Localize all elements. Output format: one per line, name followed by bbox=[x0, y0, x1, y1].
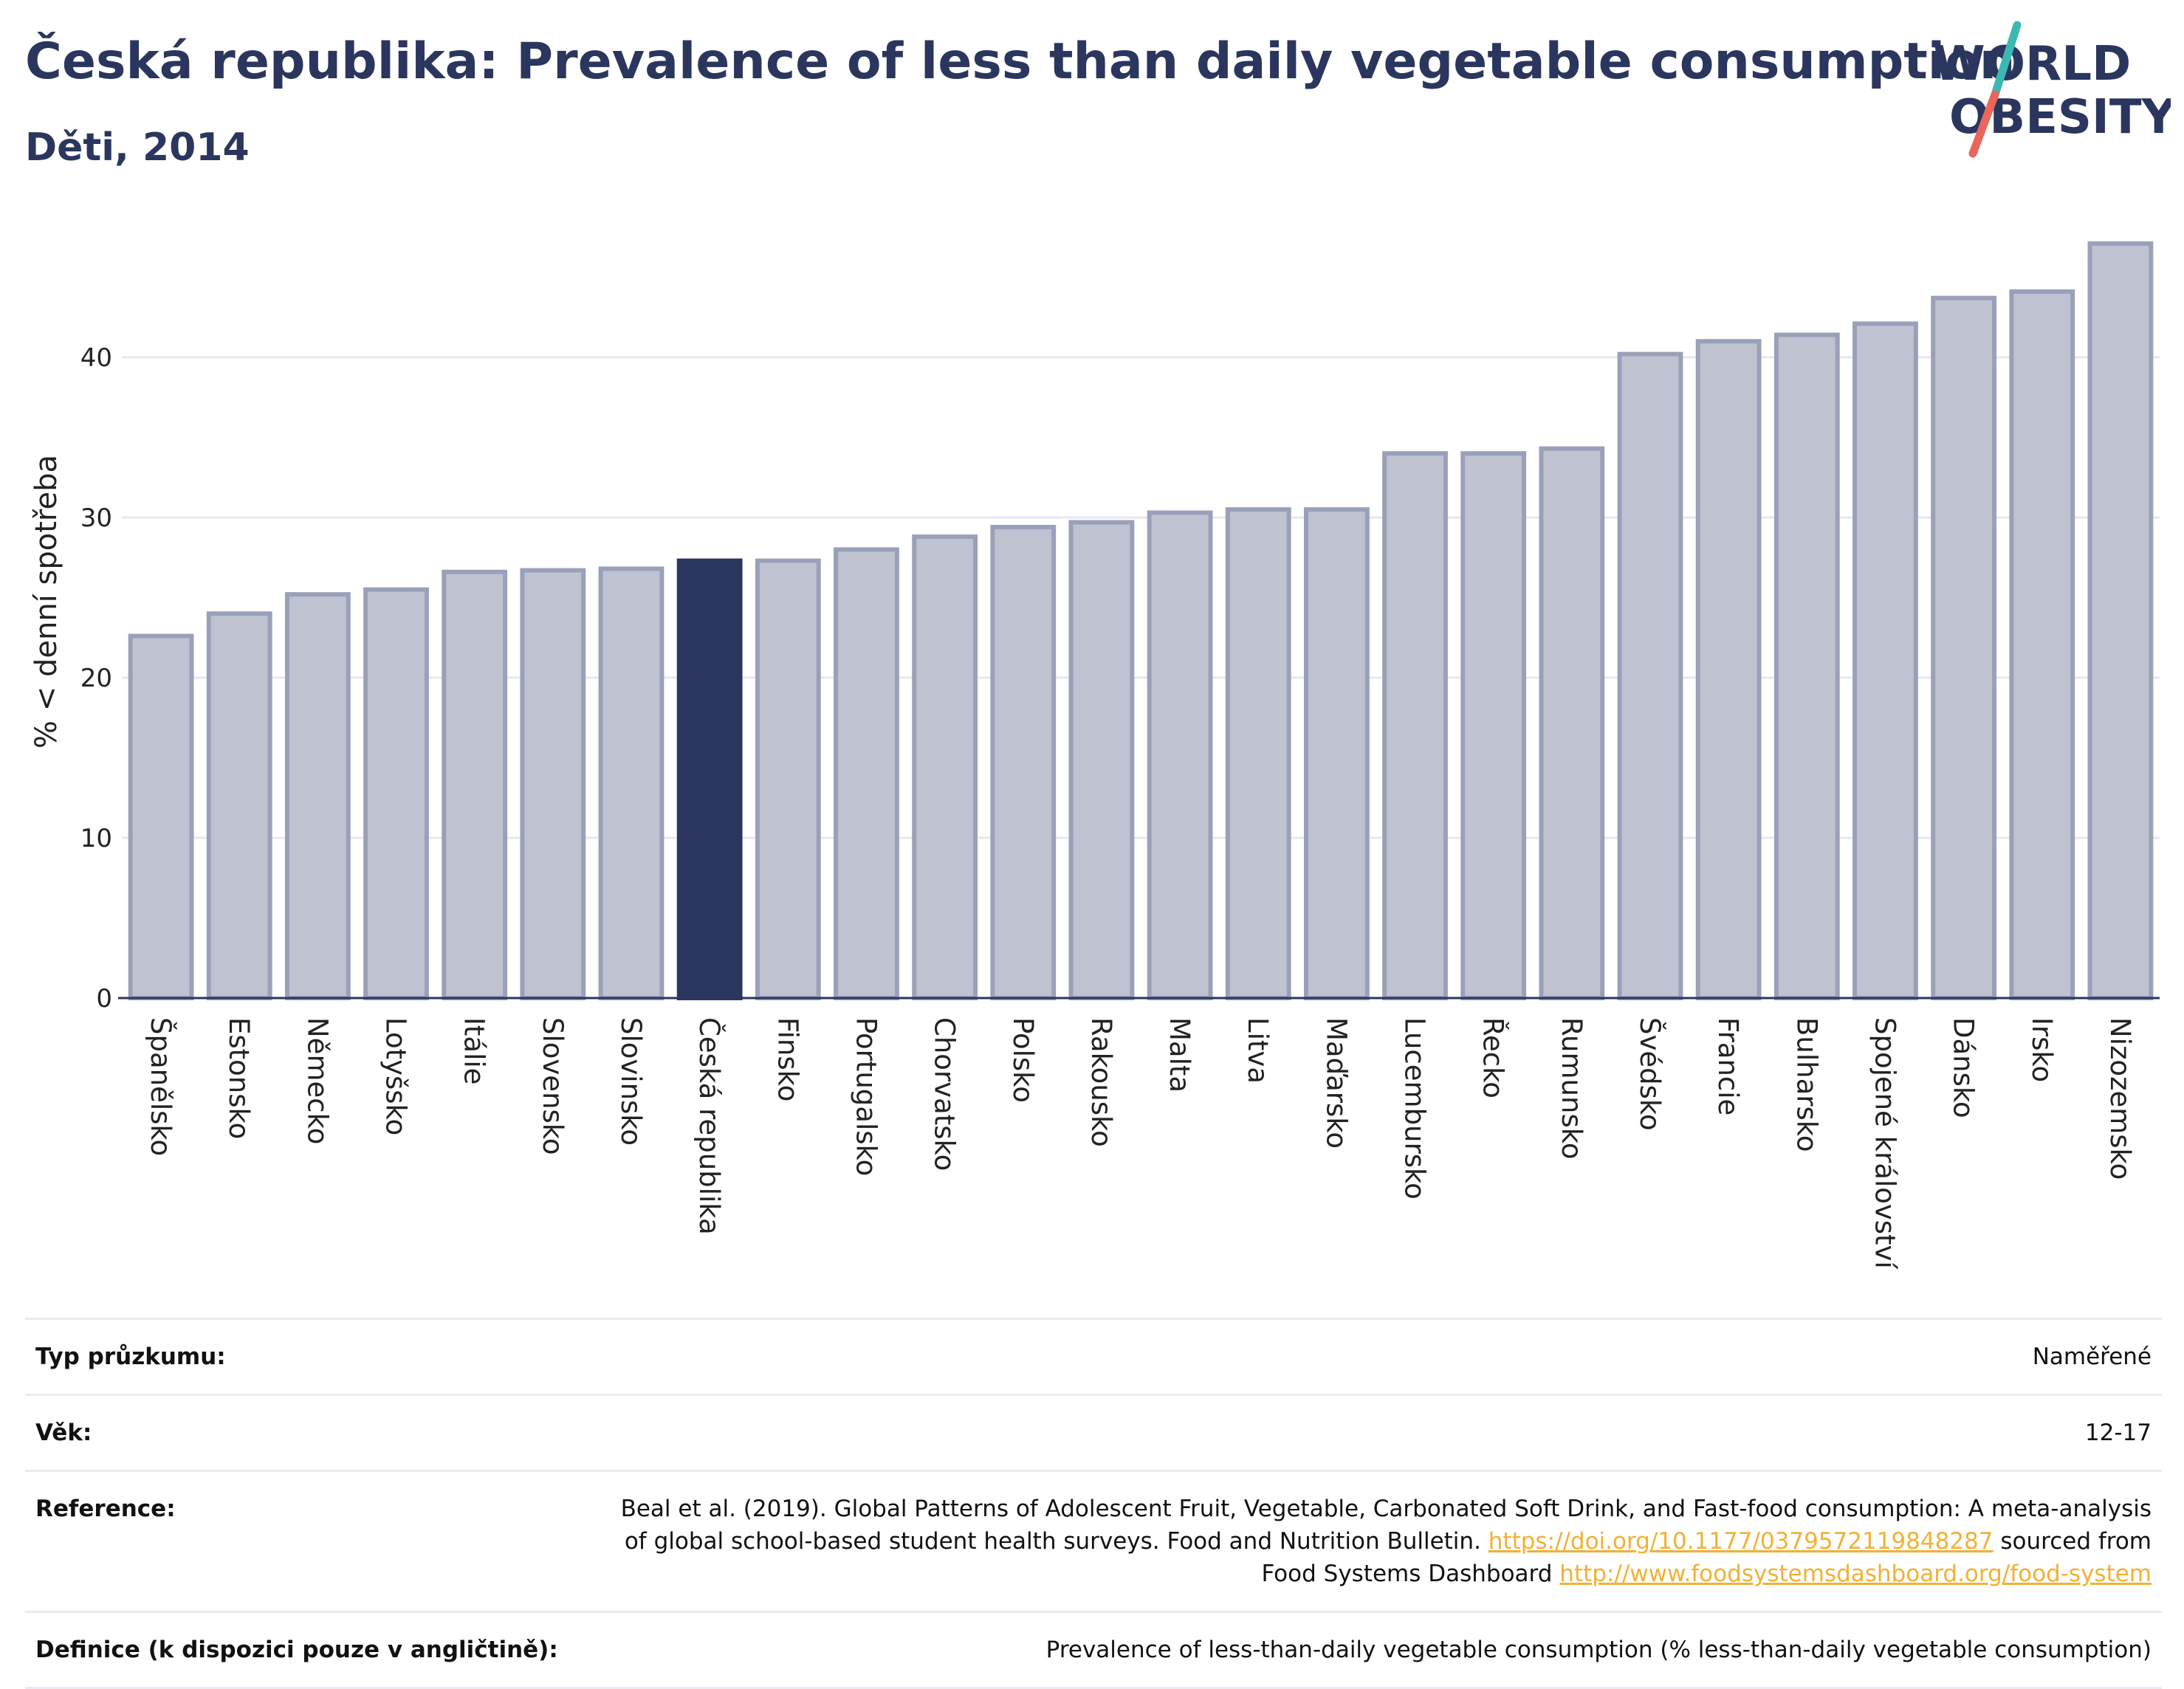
bar bbox=[520, 568, 586, 1000]
y-tick-label: 30 bbox=[80, 503, 112, 533]
x-tick-label: Španělsko bbox=[145, 1017, 177, 1156]
logo-line1: WORLD bbox=[1933, 37, 2131, 92]
x-tick-label: Rumunsko bbox=[1556, 1017, 1587, 1159]
meta-value: 12-17 bbox=[607, 1394, 2162, 1472]
x-axis-ticks: Španělsko Estonsko Německo Lotyšsko Itálie Sl… bbox=[145, 1017, 2136, 1270]
x-tick-label: Nizozemsko bbox=[2104, 1017, 2136, 1180]
bar bbox=[1225, 507, 1291, 1000]
x-tick-label: Irsko bbox=[2026, 1017, 2058, 1082]
x-tick-label: Francie bbox=[1712, 1017, 1744, 1115]
doi-link[interactable]: https://doi.org/10.1177/0379572119848287 bbox=[1488, 1528, 1994, 1555]
bar bbox=[1695, 339, 1762, 1000]
meta-row-definition: Definice (k dispozici pouze v angličtině… bbox=[25, 1611, 2162, 1689]
x-tick-label: Spojené království bbox=[1869, 1017, 1900, 1270]
reference-mid: sourced from Food Systems Dashboard bbox=[1261, 1528, 2152, 1587]
y-tick-label: 0 bbox=[96, 984, 112, 1014]
meta-row-reference: Reference: Beal et al. (2019). Global Pa… bbox=[25, 1470, 2162, 1613]
x-tick-label: Rakousko bbox=[1085, 1017, 1117, 1147]
bar-chart: 0 10 20 30 40 Španělsko Estonsko Německo Lotyšs… bbox=[30, 241, 2160, 1270]
bar bbox=[284, 592, 351, 1000]
bar bbox=[834, 547, 899, 1000]
logo-slash-top bbox=[1991, 21, 2022, 99]
bar bbox=[1617, 351, 1683, 1001]
bar bbox=[363, 587, 429, 1000]
x-tick-label: Malta bbox=[1164, 1017, 1195, 1093]
bar bbox=[2087, 241, 2154, 1000]
meta-value: Naměřené bbox=[607, 1318, 2162, 1396]
y-tick-label: 40 bbox=[80, 343, 112, 373]
x-tick-label: Estonsko bbox=[223, 1017, 255, 1139]
x-tick-label: Slovensko bbox=[537, 1017, 569, 1155]
x-tick-label: Dánsko bbox=[1948, 1017, 1979, 1118]
bar bbox=[1539, 446, 1605, 1000]
bar bbox=[990, 525, 1057, 1000]
x-tick-label: Česká republika bbox=[693, 1017, 726, 1235]
x-tick-label: Itálie bbox=[459, 1017, 490, 1084]
meta-row-survey-type: Typ průzkumu: Naměřené bbox=[25, 1318, 2162, 1396]
bar bbox=[1773, 332, 1840, 1000]
bar bbox=[1382, 451, 1448, 1000]
reference-text: Beal et al. (2019). Global Patterns of A… bbox=[620, 1496, 2152, 1555]
x-tick-label: Švédsko bbox=[1634, 1017, 1666, 1131]
bar bbox=[2009, 289, 2075, 1000]
bar bbox=[1147, 510, 1213, 1000]
chart-title: Česká republika: Prevalence of less than… bbox=[25, 32, 2016, 91]
bar bbox=[206, 611, 272, 1000]
bar bbox=[755, 558, 821, 1000]
x-tick-label: Finsko bbox=[772, 1017, 803, 1101]
meta-key: Typ průzkumu: bbox=[25, 1318, 607, 1396]
meta-key: Reference: bbox=[25, 1470, 607, 1613]
x-tick-label: Portugalsko bbox=[850, 1017, 882, 1176]
dashboard-link[interactable]: http://www.foodsystemsdashboard.org/food… bbox=[1559, 1561, 2152, 1587]
bars bbox=[128, 241, 2154, 1001]
bar bbox=[1931, 295, 1997, 1000]
bar bbox=[676, 558, 743, 1000]
meta-row-age: Věk: 12-17 bbox=[25, 1394, 2162, 1472]
x-tick-label: Chorvatsko bbox=[929, 1017, 961, 1171]
y-axis-label: % < denní spotřeba bbox=[30, 455, 63, 749]
x-tick-label: Řecko bbox=[1477, 1017, 1510, 1098]
x-tick-label: Bulharsko bbox=[1790, 1017, 1822, 1152]
meta-key: Věk: bbox=[25, 1394, 607, 1472]
x-tick-label: Slovinsko bbox=[615, 1017, 647, 1146]
logo-slash-bottom bbox=[1968, 90, 1999, 158]
y-tick-label: 10 bbox=[80, 824, 112, 853]
bar bbox=[1303, 507, 1370, 1000]
bar bbox=[1852, 321, 1918, 1000]
bar bbox=[912, 534, 978, 1000]
x-tick-label: Lotyšsko bbox=[380, 1017, 412, 1135]
chart-subtitle: Děti, 2014 bbox=[25, 125, 250, 170]
x-tick-label: Polsko bbox=[1007, 1017, 1039, 1103]
meta-value: Prevalence of less-than-daily vegetable … bbox=[607, 1611, 2162, 1689]
meta-value-reference: Beal et al. (2019). Global Patterns of A… bbox=[607, 1470, 2162, 1613]
x-tick-label: Lucembursko bbox=[1399, 1017, 1431, 1200]
metadata-table: Typ průzkumu: Naměřené Věk: 12-17 Refere… bbox=[25, 1318, 2162, 1689]
x-tick-label: Litva bbox=[1242, 1017, 1274, 1084]
x-tick-label: Německo bbox=[301, 1017, 333, 1144]
meta-key: Definice (k dispozici pouze v angličtině… bbox=[25, 1611, 607, 1689]
bar bbox=[128, 633, 194, 1001]
bar bbox=[598, 566, 665, 1000]
bar bbox=[442, 569, 508, 1000]
bar bbox=[1460, 451, 1527, 1000]
x-tick-label: Maďarsko bbox=[1320, 1017, 1352, 1149]
bar bbox=[1068, 520, 1135, 1000]
y-axis-ticks: 0 10 20 30 40 bbox=[80, 343, 112, 1014]
y-tick-label: 20 bbox=[80, 664, 112, 693]
world-obesity-logo: WORLD OBESITY bbox=[1933, 21, 2171, 158]
